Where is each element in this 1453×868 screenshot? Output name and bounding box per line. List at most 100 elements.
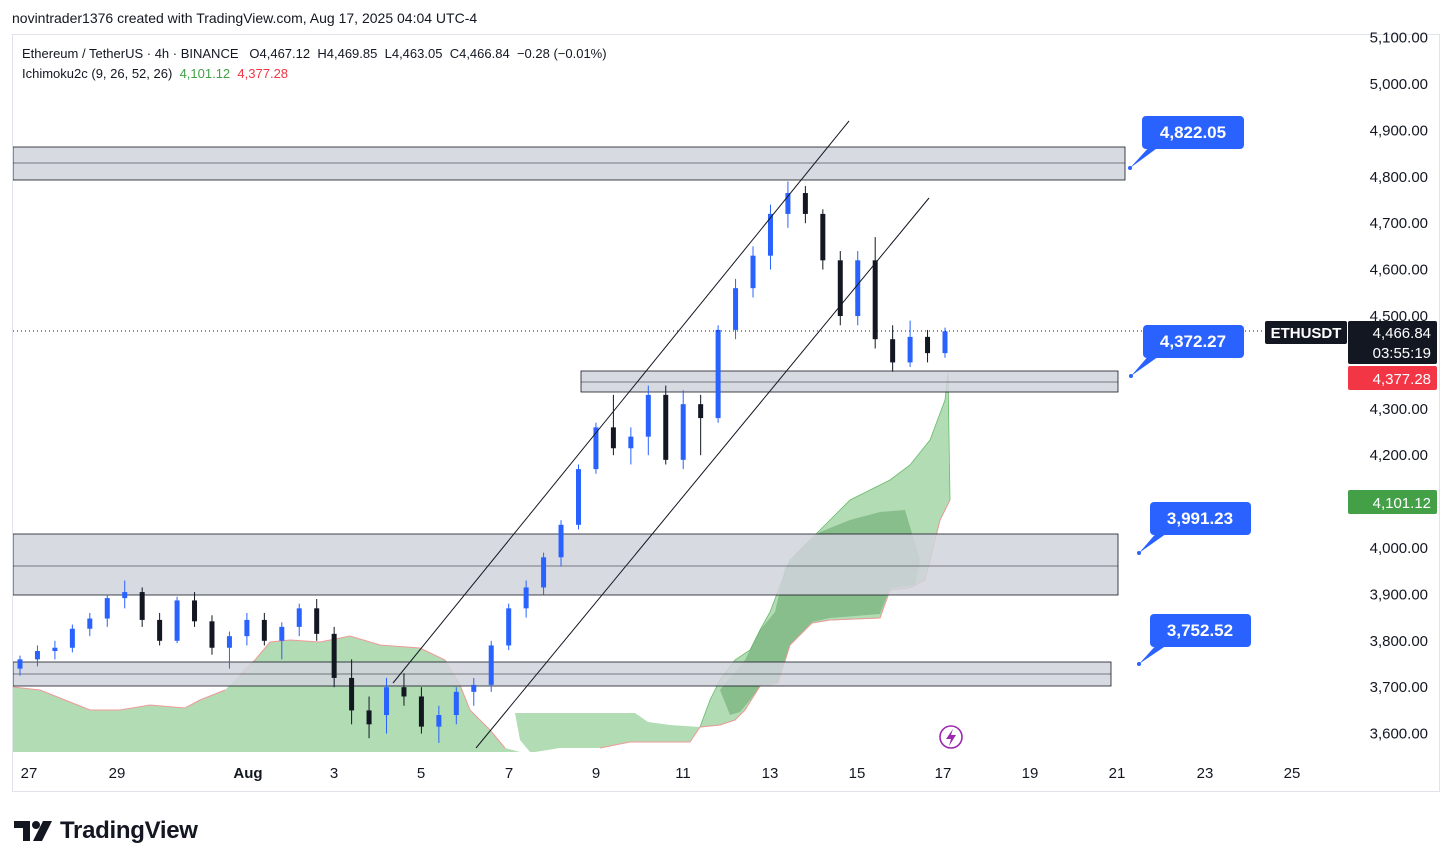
candle [942, 327, 948, 358]
low-value: 4,463.05 [391, 46, 443, 61]
candle [192, 592, 198, 627]
callout-3991[interactable]: 3,991.23 [1137, 502, 1251, 555]
candle [767, 204, 773, 270]
price-tick-label: 4,300.00 [1370, 401, 1428, 418]
candle [610, 394, 616, 456]
candle [907, 320, 913, 368]
candle [820, 209, 826, 270]
time-tick-label: 23 [1197, 765, 1214, 782]
candle [785, 181, 791, 228]
candle [52, 640, 58, 660]
candle [17, 655, 23, 676]
last-price-value: 4,466.84 [1373, 325, 1431, 342]
time-tick-label: 5 [417, 765, 425, 782]
candle [226, 631, 232, 669]
price-tick-label: 4,700.00 [1370, 215, 1428, 232]
time-tick-label: 15 [849, 765, 866, 782]
zone-3991[interactable] [13, 533, 1119, 596]
time-axis[interactable]: 27 29 Aug 3 5 7 9 11 13 15 17 19 21 23 25 [21, 765, 1301, 782]
candle [541, 552, 547, 595]
candle [279, 622, 285, 660]
time-tick-label: 3 [330, 765, 338, 782]
candle [663, 385, 669, 465]
time-tick-label: 17 [935, 765, 952, 782]
candle [384, 677, 390, 734]
tradingview-logo[interactable]: TradingView [14, 814, 198, 848]
callout-4822[interactable]: 4,822.05 [1128, 116, 1244, 170]
candle [261, 612, 267, 646]
price-tick-label: 4,200.00 [1370, 447, 1428, 464]
lightning-icon[interactable] [939, 725, 963, 749]
candle [453, 687, 459, 725]
price-tick-label: 3,600.00 [1370, 726, 1428, 743]
candle [628, 427, 634, 465]
indicator-legend[interactable]: Ichimoku2c (9, 26, 52, 26) 4,101.12 4,37… [22, 64, 607, 84]
ichimoku-cloud-left [13, 636, 700, 752]
price-tick-label: 4,900.00 [1370, 122, 1428, 139]
symbol-line: Ethereum / TetherUS · 4h · BINANCE [22, 46, 239, 61]
candle [733, 278, 739, 340]
indicator-name: Ichimoku2c (9, 26, 52, 26) [22, 66, 173, 81]
open-value: 4,467.12 [259, 46, 311, 61]
price-axis[interactable]: 5,100.00 5,000.00 4,900.00 4,800.00 4,700.00… [1370, 30, 1428, 743]
chart-legend: Ethereum / TetherUS · 4h · BINANCE O4,46… [22, 44, 607, 84]
candle [680, 390, 686, 470]
tradingview-wordmark: TradingView [60, 817, 198, 844]
time-tick-label: 25 [1284, 765, 1301, 782]
candle [87, 612, 93, 637]
high-value: 4,469.85 [326, 46, 378, 61]
candle [645, 385, 651, 456]
candle [488, 640, 494, 692]
time-tick-label: Aug [233, 765, 262, 782]
candle [401, 673, 407, 706]
candle [174, 596, 180, 644]
zone-3752[interactable] [13, 661, 1112, 687]
candle [750, 246, 756, 298]
last-price-tag: 4,466.84 03:55:19 [1348, 321, 1437, 364]
symbol-tag: ETHUSDT [1265, 321, 1347, 344]
time-tick-label: 29 [109, 765, 126, 782]
ichimoku-red-value: 4,377.28 [1373, 371, 1431, 388]
time-tick-label: 11 [675, 765, 691, 782]
candle [349, 659, 355, 725]
candle [366, 696, 372, 739]
time-tick-label: 27 [21, 765, 38, 782]
callout-4822-label: 4,822.05 [1160, 123, 1226, 142]
zone-4822[interactable] [13, 146, 1126, 181]
candlestick-series [17, 181, 948, 743]
channel-upper-line[interactable] [392, 120, 850, 684]
price-tick-label: 3,900.00 [1370, 586, 1428, 603]
zone-4372[interactable] [580, 370, 1119, 393]
candle [331, 626, 337, 688]
high-label: H [317, 46, 327, 61]
tradingview-logo-icon [14, 821, 52, 841]
symbol-legend: Ethereum / TetherUS · 4h · BINANCE O4,46… [22, 44, 607, 64]
ichimoku-red-tag: 4,377.28 [1348, 366, 1437, 390]
time-tick-label: 21 [1109, 765, 1126, 782]
channel-lower-line[interactable] [475, 197, 930, 749]
candle [593, 422, 599, 474]
callout-3752[interactable]: 3,752.52 [1137, 614, 1251, 666]
symbol-tag-label: ETHUSDT [1271, 325, 1342, 342]
price-tick-label: 5,000.00 [1370, 76, 1428, 93]
candle [314, 599, 320, 641]
price-tick-label: 5,100.00 [1370, 30, 1428, 47]
chart-frame[interactable] [12, 34, 1440, 792]
candle [296, 603, 302, 637]
candle [925, 329, 931, 363]
price-tick-label: 4,800.00 [1370, 169, 1428, 186]
time-tick-label: 7 [505, 765, 513, 782]
candle [855, 251, 861, 326]
candle [837, 251, 843, 326]
change-value: −0.28 (−0.01%) [516, 46, 607, 61]
low-label: L [384, 46, 392, 61]
price-tick-label: 4,500.00 [1370, 308, 1428, 325]
ichimoku-green-value: 4,101.12 [1373, 495, 1431, 512]
callout-4372[interactable]: 4,372.27 [1129, 325, 1244, 378]
callout-4372-label: 4,372.27 [1160, 332, 1226, 351]
bar-countdown: 03:55:19 [1373, 345, 1431, 362]
close-label: C [449, 46, 460, 61]
candle [558, 520, 564, 567]
candle [436, 705, 442, 743]
